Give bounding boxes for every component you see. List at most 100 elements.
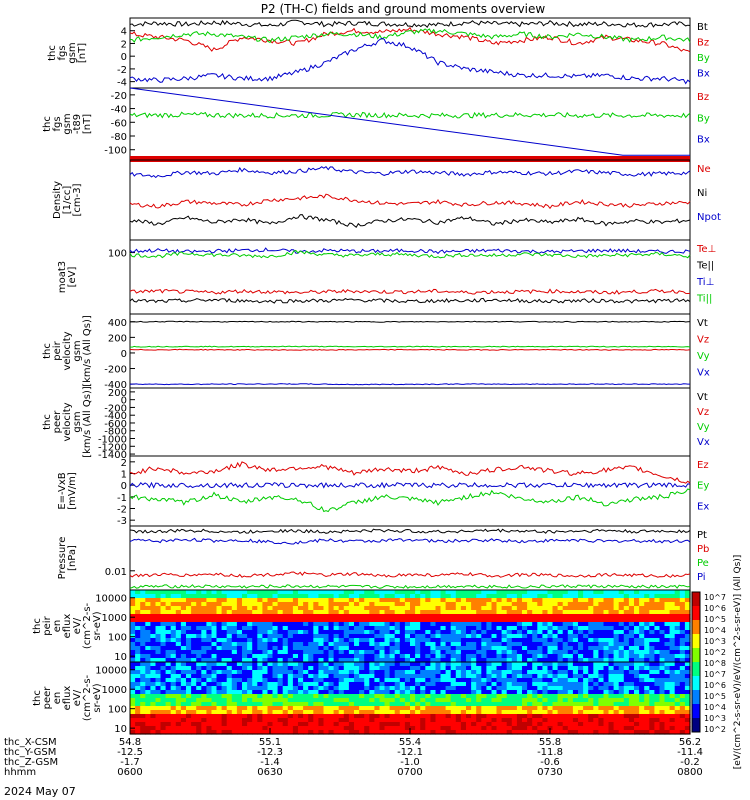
heatmap-cell: [557, 714, 564, 719]
heatmap-cell: [323, 698, 330, 703]
heatmap-cell: [221, 646, 228, 651]
heatmap-cell: [247, 622, 253, 627]
heatmap-cell: [455, 714, 462, 719]
heatmap-cell: [323, 614, 330, 619]
heatmap-cell: [639, 702, 645, 707]
heatmap-cell: [410, 722, 416, 727]
heatmap-cell: [303, 674, 309, 679]
heatmap-cell: [298, 726, 304, 731]
heatmap-cell: [593, 730, 599, 735]
heatmap-cell: [145, 606, 151, 611]
heatmap-cell: [211, 690, 218, 695]
heatmap-cell: [445, 618, 452, 623]
heatmap-cell: [252, 590, 258, 595]
heatmap-cell: [394, 614, 401, 619]
heatmap-cell: [186, 598, 192, 603]
heatmap-cell: [262, 654, 269, 659]
heatmap-cell: [415, 718, 421, 723]
heatmap-cell: [135, 694, 141, 699]
heatmap-cell: [404, 718, 411, 723]
heatmap-cell: [298, 718, 304, 723]
series-te-line: [129, 247, 691, 255]
heatmap-cell: [328, 658, 335, 663]
x-tick-label: -12.1: [397, 747, 423, 758]
heatmap-cell: [516, 606, 523, 611]
heatmap-cell: [562, 610, 569, 615]
heatmap-cell: [236, 722, 243, 727]
heatmap-cell: [496, 718, 503, 723]
heatmap-cell: [282, 730, 289, 735]
heatmap-cell: [201, 682, 207, 687]
heatmap-cell: [684, 694, 691, 699]
y-axis-label: Density: [52, 181, 63, 219]
heatmap-cell: [471, 690, 477, 695]
heatmap-cell: [328, 602, 335, 607]
heatmap-cell: [491, 662, 498, 667]
heatmap-cell: [292, 614, 299, 619]
heatmap-cell: [272, 634, 279, 639]
heatmap-cell: [282, 670, 289, 675]
heatmap-cell: [476, 694, 482, 699]
heatmap-cell: [649, 594, 655, 599]
heatmap-cell: [445, 722, 452, 727]
heatmap-cell: [669, 694, 676, 699]
heatmap-cell: [547, 634, 554, 639]
heatmap-cell: [425, 630, 431, 635]
heatmap-cell: [201, 710, 207, 715]
heatmap-cell: [634, 698, 640, 703]
heatmap-cell: [221, 622, 228, 627]
heatmap-cell: [420, 614, 426, 619]
heatmap-cell: [623, 590, 630, 595]
series-te-line: [129, 249, 691, 259]
heatmap-cell: [394, 710, 401, 715]
heatmap-cell: [303, 678, 309, 683]
heatmap-cell: [522, 650, 528, 655]
heatmap-cell: [425, 634, 431, 639]
heatmap-cell: [262, 594, 269, 599]
heatmap-cell: [333, 634, 340, 639]
heatmap-cell: [572, 698, 579, 703]
heatmap-cell: [140, 658, 146, 663]
heatmap-cell: [140, 722, 146, 727]
heatmap-cell: [298, 706, 304, 711]
heatmap-cell: [175, 678, 182, 683]
heatmap-cell: [150, 682, 157, 687]
heatmap-cell: [287, 674, 294, 679]
heatmap-cell: [379, 618, 386, 623]
heatmap-cell: [155, 646, 162, 651]
heatmap-cell: [430, 626, 437, 631]
series-ez-line: [129, 461, 691, 484]
legend-npot: Npot: [697, 212, 721, 223]
heatmap-cell: [221, 598, 228, 603]
heatmap-cell: [476, 650, 482, 655]
heatmap-cell: [399, 610, 406, 615]
heatmap-cell: [450, 642, 457, 647]
heatmap-cell: [354, 646, 360, 651]
heatmap-cell: [639, 646, 645, 651]
heatmap-cell: [598, 614, 605, 619]
heatmap-cell: [226, 682, 233, 687]
heatmap-cell: [593, 718, 599, 723]
heatmap-cell: [308, 598, 314, 603]
legend-vx: Vx: [697, 437, 710, 448]
heatmap-cell: [654, 702, 661, 707]
heatmap-cell: [252, 698, 258, 703]
heatmap-cell: [511, 730, 518, 735]
heatmap-cell: [282, 610, 289, 615]
heatmap-cell: [364, 642, 370, 647]
heatmap-cell: [165, 622, 172, 627]
heatmap-cell: [267, 718, 274, 723]
heatmap-cell: [527, 678, 533, 683]
heatmap-cell: [180, 614, 187, 619]
heatmap-cell: [527, 658, 533, 663]
heatmap-cell: [562, 634, 569, 639]
heatmap-cell: [598, 658, 605, 663]
heatmap-cell: [160, 646, 167, 651]
heatmap-cell: [583, 590, 589, 595]
heatmap-cell: [501, 698, 508, 703]
heatmap-cell: [623, 670, 630, 675]
heatmap-cell: [440, 730, 447, 735]
heatmap-cell: [272, 690, 279, 695]
heatmap-cell: [583, 686, 589, 691]
heatmap-cell: [404, 714, 411, 719]
